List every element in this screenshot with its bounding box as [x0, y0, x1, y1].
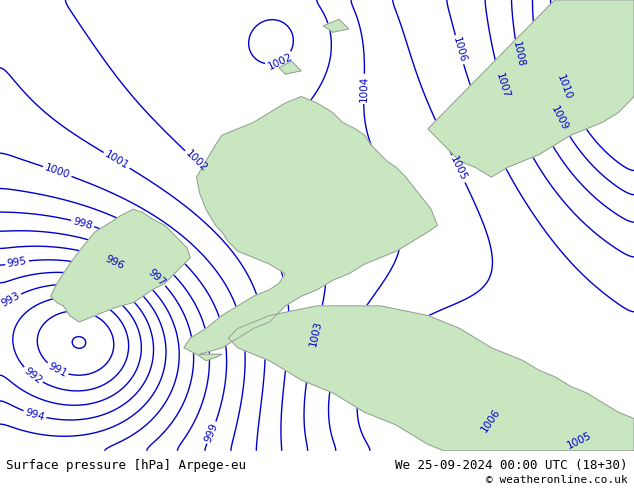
- Text: 1006: 1006: [451, 36, 468, 64]
- Polygon shape: [428, 0, 634, 177]
- Text: 991: 991: [46, 361, 68, 379]
- Text: 1002: 1002: [183, 148, 209, 174]
- Text: 1002: 1002: [266, 51, 294, 72]
- Polygon shape: [228, 306, 634, 451]
- Text: 1010: 1010: [555, 74, 574, 101]
- Text: 1009: 1009: [549, 105, 570, 133]
- Text: 1007: 1007: [494, 72, 511, 100]
- Text: 1005: 1005: [565, 430, 593, 451]
- Text: 1008: 1008: [510, 40, 526, 68]
- Polygon shape: [279, 61, 301, 74]
- Polygon shape: [184, 97, 437, 361]
- Text: 1005: 1005: [448, 155, 469, 183]
- Text: Surface pressure [hPa] Arpege-eu: Surface pressure [hPa] Arpege-eu: [6, 459, 247, 472]
- Text: 1001: 1001: [103, 149, 131, 171]
- Text: 1006: 1006: [479, 407, 502, 434]
- Text: 998: 998: [72, 216, 94, 231]
- Text: 1004: 1004: [359, 76, 369, 102]
- Text: 999: 999: [204, 421, 220, 444]
- Text: 995: 995: [6, 256, 27, 269]
- Text: We 25-09-2024 00:00 UTC (18+30): We 25-09-2024 00:00 UTC (18+30): [395, 459, 628, 472]
- Text: 994: 994: [24, 407, 46, 422]
- Polygon shape: [323, 19, 349, 32]
- Text: 1000: 1000: [43, 162, 71, 180]
- Text: 997: 997: [146, 267, 167, 288]
- Text: 996: 996: [103, 253, 126, 271]
- Polygon shape: [51, 209, 190, 322]
- Text: 993: 993: [0, 291, 22, 309]
- Text: 992: 992: [22, 366, 44, 386]
- Text: © weatheronline.co.uk: © weatheronline.co.uk: [486, 475, 628, 485]
- Text: 1003: 1003: [308, 319, 324, 347]
